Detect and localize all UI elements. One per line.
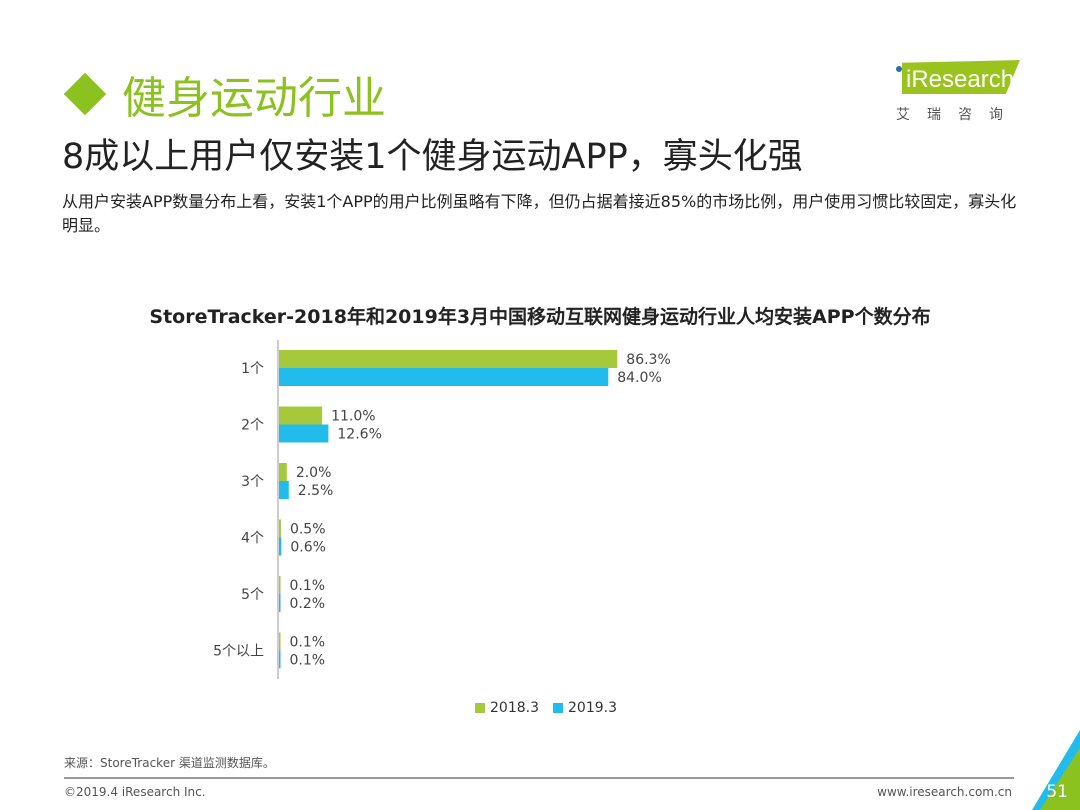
data-label: 0.6% — [290, 540, 326, 556]
data-label: 0.2% — [290, 596, 326, 612]
bar-2018.3 — [279, 632, 281, 651]
legend-item-2019: 2019.3 — [553, 700, 617, 716]
bar-2019.3 — [279, 594, 281, 612]
bar-2018.3 — [279, 463, 287, 481]
data-label: 2.5% — [298, 483, 334, 499]
website-link[interactable]: www.iresearch.com.cn — [877, 785, 1012, 799]
legend-swatch — [475, 703, 485, 713]
description: 从用户安装APP数量分布上看，安装1个APP的用户比例虽略有下降，但仍占据着接近… — [62, 192, 1017, 235]
legend-label: 2019.3 — [568, 700, 617, 716]
data-label: 0.1% — [290, 635, 326, 651]
page-subtitle: 8成以上用户仅安装1个健身运动APP，寡头化强 — [62, 137, 803, 177]
category-label: 5个 — [241, 587, 264, 603]
chart-title: StoreTracker-2018年和2019年3月中国移动互联网健身运动行业人… — [149, 306, 931, 328]
data-label: 86.3% — [626, 352, 670, 368]
legend-swatch — [553, 703, 563, 713]
bar-2018.3 — [279, 519, 281, 538]
data-label: 84.0% — [617, 370, 661, 386]
bar-2019.3 — [279, 650, 281, 669]
data-label: 0.5% — [290, 522, 326, 538]
category-label: 5个以上 — [213, 644, 264, 660]
category-label: 1个 — [241, 361, 264, 377]
legend-label: 2018.3 — [490, 700, 539, 716]
logo-text: iResearch — [906, 66, 1015, 93]
bar-2018.3 — [279, 576, 281, 594]
logo-cn: 艾瑞咨询 — [896, 107, 1020, 123]
section-title-text: 健身运动行业 — [122, 73, 386, 124]
data-label: 12.6% — [337, 427, 381, 443]
bar-2019.3 — [279, 537, 282, 556]
copyright: ©2019.4 iResearch Inc. — [64, 785, 206, 799]
bar-2018.3 — [279, 350, 618, 368]
category-label: 2个 — [241, 418, 264, 434]
corner-decoration — [1032, 730, 1080, 810]
data-label: 0.1% — [290, 653, 326, 669]
logo-dot — [896, 66, 902, 72]
footer-divider — [64, 777, 1014, 779]
data-label: 2.0% — [296, 465, 332, 481]
page-number: 51 — [1046, 782, 1068, 802]
section-title: 健身运动行业 — [62, 62, 386, 126]
source-note: 来源：StoreTracker 渠道监测数据库。 — [64, 756, 275, 770]
category-label: 4个 — [241, 531, 264, 547]
bar-2018.3 — [279, 406, 323, 425]
bar-2019.3 — [279, 424, 329, 443]
bar-2019.3 — [279, 481, 289, 499]
iresearch-logo: iResearch 艾瑞咨询 — [890, 56, 1030, 126]
bar-2019.3 — [279, 368, 609, 386]
data-label: 11.0% — [331, 409, 375, 425]
legend-item-2018: 2018.3 — [475, 700, 539, 716]
chart-legend: 2018.3 2019.3 — [475, 700, 617, 716]
category-label: 3个 — [241, 474, 264, 490]
data-label: 0.1% — [290, 578, 326, 594]
